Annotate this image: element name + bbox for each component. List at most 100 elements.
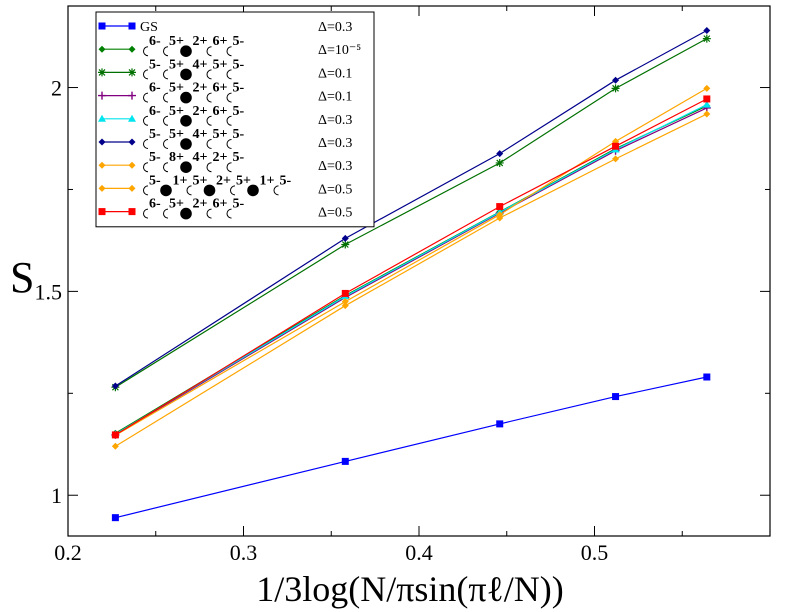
open-site-icon	[226, 69, 232, 80]
y-axis-label: S	[10, 253, 34, 302]
open-site-icon	[163, 69, 169, 80]
open-site-icon	[143, 46, 149, 57]
filled-site-icon	[180, 45, 192, 57]
open-site-icon	[206, 115, 212, 126]
legend-entry-3: 5- 5+ 4+ 5+ 5- Δ=0.1	[98, 57, 352, 81]
legend-swatch-marker	[98, 208, 106, 216]
legend-delta-label: Δ=0.3	[318, 20, 352, 35]
data-point	[341, 289, 349, 297]
legend-swatch-marker	[128, 22, 136, 30]
y-tick-label: 2	[51, 76, 62, 101]
open-site-icon	[143, 185, 149, 196]
legend-entry-2: 6- 5+ 2+ 6+ 5- Δ=10⁻⁵	[98, 34, 361, 58]
legend-swatch-marker	[128, 184, 136, 192]
open-site-icon	[163, 92, 169, 103]
axes: 0.2 0.3 0.4 0.5 1 1.5 2	[35, 6, 770, 565]
filled-site-icon	[180, 68, 192, 81]
data-point	[703, 84, 711, 92]
open-site-icon	[226, 208, 232, 219]
open-site-icon	[226, 162, 232, 173]
site-charge-label: 5+	[169, 197, 184, 212]
x-tick-label: 0.3	[230, 540, 258, 565]
x-tick-label: 0.2	[54, 540, 82, 565]
site-charge-label: 5-	[233, 34, 245, 49]
site-charge-label: 4+	[193, 57, 208, 72]
site-charge-label: 5-	[149, 173, 161, 188]
legend-entry-6: 5- 5+ 4+ 5+ 5- Δ=0.3	[98, 127, 352, 151]
site-charge-label: 5-	[233, 150, 245, 165]
data-point	[703, 110, 711, 118]
site-charge-label: 2+	[193, 81, 208, 96]
legend-swatch-marker	[128, 45, 136, 53]
site-charge-label: 8+	[169, 150, 184, 165]
plot-area	[111, 26, 711, 522]
legend-delta-label: Δ=0.3	[318, 113, 352, 128]
data-point	[111, 431, 119, 439]
data-point	[703, 95, 711, 103]
open-site-icon	[163, 139, 169, 149]
open-site-icon	[206, 46, 212, 57]
legend-swatch-marker	[128, 208, 136, 216]
legend-entry-8: 5- 1+ 5+ 2+ 5+ 1+ 5- Δ=0.5	[98, 173, 352, 197]
x-axis-label: 1/3log(N/πsin(πℓ/N))	[256, 569, 564, 609]
site-charge-label: 4+	[193, 127, 208, 142]
data-point	[341, 457, 349, 465]
data-point	[703, 26, 711, 34]
series-9	[111, 95, 711, 439]
legend-swatch-marker	[98, 184, 106, 192]
legend-entry-1: GS Δ=0.3	[98, 20, 352, 35]
open-site-icon	[206, 208, 212, 219]
data-point	[341, 302, 349, 310]
open-site-icon	[143, 115, 149, 126]
site-charge-label: 6-	[149, 104, 161, 119]
site-charge-label: 5+	[169, 127, 184, 142]
data-point	[702, 34, 711, 43]
open-site-icon	[206, 92, 212, 103]
data-point	[702, 100, 711, 108]
open-site-icon	[143, 92, 149, 103]
data-point	[341, 234, 349, 242]
open-site-icon	[206, 162, 212, 173]
legend-swatch-marker	[128, 138, 136, 146]
data-point	[111, 382, 119, 390]
site-charge-label: 2+	[193, 197, 208, 212]
legend-delta-label: Δ=0.1	[318, 90, 352, 105]
site-charge-label: 6-	[149, 197, 161, 212]
legend: GS Δ=0.36- 5+ 2+ 6+ 5-Δ=10⁻⁵5- 5+ 4+ 5+ 5-Δ=0.16-…	[95, 11, 375, 228]
open-site-icon	[226, 115, 232, 126]
open-site-icon	[143, 139, 149, 149]
data-point	[611, 84, 620, 93]
site-charge-label: 5-	[149, 150, 161, 165]
site-charge-label: 5+	[213, 57, 228, 72]
data-point	[612, 393, 620, 401]
site-charge-label: 2+	[193, 104, 208, 119]
site-charge-label: 2+	[213, 150, 228, 165]
filled-site-icon	[247, 184, 259, 197]
site-charge-label: 5-	[233, 81, 245, 96]
open-site-icon	[230, 185, 236, 196]
series-8	[111, 110, 711, 450]
site-charge-label: 6+	[213, 197, 228, 212]
legend-delta-label: Δ=0.1	[318, 66, 352, 81]
site-charge-label: 5+	[169, 34, 184, 49]
data-point	[111, 442, 119, 450]
open-site-icon	[163, 162, 169, 173]
site-charge-label: 2+	[193, 34, 208, 49]
data-point	[495, 158, 504, 167]
legend-entry-9: 6- 5+ 2+ 6+ 5- Δ=0.5	[98, 197, 352, 221]
filled-site-icon	[160, 184, 172, 197]
open-site-icon	[163, 115, 169, 126]
data-point	[612, 142, 620, 150]
filled-site-icon	[180, 138, 192, 150]
site-charge-label: 6+	[213, 104, 228, 119]
x-tick-label: 0.5	[581, 540, 609, 565]
site-charge-label: 4+	[193, 150, 208, 165]
data-point	[703, 373, 711, 381]
open-site-icon	[163, 46, 169, 57]
data-point	[111, 514, 119, 522]
open-site-icon	[226, 92, 232, 103]
site-charge-label: 5-	[233, 197, 245, 212]
open-site-icon	[143, 162, 149, 173]
open-site-icon	[226, 139, 232, 149]
